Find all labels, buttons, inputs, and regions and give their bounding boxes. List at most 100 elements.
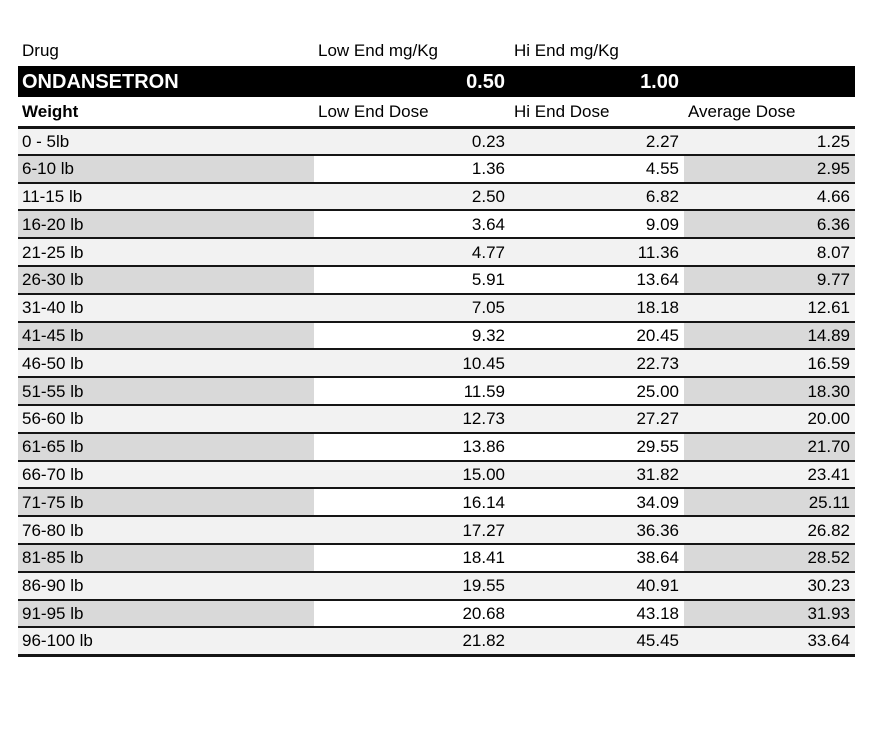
- avg-dose-cell: 25.11: [684, 488, 855, 518]
- weight-cell: 81-85 lb: [18, 543, 314, 573]
- low-dose-cell: 16.14: [314, 488, 510, 518]
- weight-cell: 51-55 lb: [18, 377, 314, 406]
- table-row: 21-25 lb 4.77 11.36 8.07: [18, 238, 855, 267]
- avg-dose-cell: 9.77: [684, 265, 855, 295]
- weight-cell: 6-10 lb: [18, 154, 314, 184]
- hi-dose-cell: 2.27: [510, 127, 684, 156]
- weight-cell: 66-70 lb: [18, 460, 314, 490]
- header-spacer-cell: [684, 34, 855, 66]
- avg-dose-cell: 33.64: [684, 627, 855, 657]
- weight-cell: 91-95 lb: [18, 599, 314, 629]
- table-row: 66-70 lb 15.00 31.82 23.41: [18, 460, 855, 490]
- low-dose-cell: 19.55: [314, 571, 510, 601]
- hi-dose-cell: 25.00: [510, 377, 684, 406]
- avg-dose-cell: 4.66: [684, 182, 855, 212]
- table-row: 11-15 lb 2.50 6.82 4.66: [18, 182, 855, 212]
- weight-cell: 86-90 lb: [18, 571, 314, 601]
- table-row: 16-20 lb 3.64 9.09 6.36: [18, 210, 855, 240]
- dose-table: Drug Low End mg/Kg Hi End mg/Kg ONDANSET…: [18, 34, 855, 657]
- table-row: 61-65 lb 13.86 29.55 21.70: [18, 432, 855, 462]
- table-row: 71-75 lb 16.14 34.09 25.11: [18, 488, 855, 518]
- low-dose-cell: 1.36: [314, 154, 510, 184]
- avg-dose-cell: 16.59: [684, 349, 855, 379]
- hi-end-dose-header: Hi End Dose: [510, 97, 684, 129]
- table-row: 41-45 lb 9.32 20.45 14.89: [18, 321, 855, 351]
- drug-header-row: Drug Low End mg/Kg Hi End mg/Kg: [18, 34, 855, 66]
- hi-dose-cell: 45.45: [510, 627, 684, 657]
- hi-end-mgkg-label: Hi End mg/Kg: [510, 34, 684, 66]
- avg-dose-cell: 26.82: [684, 516, 855, 545]
- hi-dose-cell: 4.55: [510, 154, 684, 184]
- weight-cell: 71-75 lb: [18, 488, 314, 518]
- hi-dose-cell: 13.64: [510, 265, 684, 295]
- hi-dose-cell: 18.18: [510, 293, 684, 323]
- hi-dose-cell: 22.73: [510, 349, 684, 379]
- average-dose-header: Average Dose: [684, 97, 855, 129]
- low-dose-cell: 5.91: [314, 265, 510, 295]
- weight-cell: 31-40 lb: [18, 293, 314, 323]
- avg-dose-cell: 28.52: [684, 543, 855, 573]
- hi-dose-cell: 29.55: [510, 432, 684, 462]
- drug-hi-mgkg-value: 1.00: [510, 66, 684, 97]
- hi-dose-cell: 27.27: [510, 404, 684, 434]
- weight-cell: 21-25 lb: [18, 238, 314, 267]
- hi-dose-cell: 20.45: [510, 321, 684, 351]
- hi-dose-cell: 9.09: [510, 210, 684, 240]
- weight-column-header: Weight: [18, 97, 314, 129]
- low-dose-cell: 21.82: [314, 627, 510, 657]
- low-dose-cell: 15.00: [314, 460, 510, 490]
- low-dose-cell: 13.86: [314, 432, 510, 462]
- table-row: 91-95 lb 20.68 43.18 31.93: [18, 599, 855, 629]
- avg-dose-cell: 21.70: [684, 432, 855, 462]
- low-dose-cell: 18.41: [314, 543, 510, 573]
- weight-cell: 56-60 lb: [18, 404, 314, 434]
- drug-band-row: ONDANSETRON 0.50 1.00: [18, 66, 855, 97]
- table-row: 31-40 lb 7.05 18.18 12.61: [18, 293, 855, 323]
- low-dose-cell: 12.73: [314, 404, 510, 434]
- table-row: 46-50 lb 10.45 22.73 16.59: [18, 349, 855, 379]
- avg-dose-cell: 18.30: [684, 377, 855, 406]
- hi-dose-cell: 43.18: [510, 599, 684, 629]
- avg-dose-cell: 8.07: [684, 238, 855, 267]
- weight-cell: 96-100 lb: [18, 627, 314, 657]
- low-dose-cell: 4.77: [314, 238, 510, 267]
- hi-dose-cell: 31.82: [510, 460, 684, 490]
- weight-cell: 16-20 lb: [18, 210, 314, 240]
- hi-dose-cell: 11.36: [510, 238, 684, 267]
- low-dose-cell: 0.23: [314, 127, 510, 156]
- avg-dose-cell: 31.93: [684, 599, 855, 629]
- weight-cell: 0 - 5lb: [18, 127, 314, 156]
- drug-low-mgkg-value: 0.50: [314, 66, 510, 97]
- avg-dose-cell: 12.61: [684, 293, 855, 323]
- low-dose-cell: 10.45: [314, 349, 510, 379]
- weight-cell: 46-50 lb: [18, 349, 314, 379]
- low-dose-cell: 7.05: [314, 293, 510, 323]
- weight-cell: 61-65 lb: [18, 432, 314, 462]
- weight-cell: 26-30 lb: [18, 265, 314, 295]
- weight-cell: 76-80 lb: [18, 516, 314, 545]
- hi-dose-cell: 38.64: [510, 543, 684, 573]
- hi-dose-cell: 36.36: [510, 516, 684, 545]
- table-row: 96-100 lb 21.82 45.45 33.64: [18, 627, 855, 657]
- drug-band-spacer-cell: [684, 66, 855, 97]
- weight-cell: 11-15 lb: [18, 182, 314, 212]
- hi-dose-cell: 6.82: [510, 182, 684, 212]
- low-dose-cell: 17.27: [314, 516, 510, 545]
- low-end-dose-header: Low End Dose: [314, 97, 510, 129]
- table-row: 86-90 lb 19.55 40.91 30.23: [18, 571, 855, 601]
- low-dose-cell: 11.59: [314, 377, 510, 406]
- table-row: 76-80 lb 17.27 36.36 26.82: [18, 516, 855, 545]
- avg-dose-cell: 2.95: [684, 154, 855, 184]
- avg-dose-cell: 1.25: [684, 127, 855, 156]
- hi-dose-cell: 40.91: [510, 571, 684, 601]
- avg-dose-cell: 14.89: [684, 321, 855, 351]
- low-dose-cell: 2.50: [314, 182, 510, 212]
- table-row: 56-60 lb 12.73 27.27 20.00: [18, 404, 855, 434]
- table-row: 0 - 5lb 0.23 2.27 1.25: [18, 127, 855, 156]
- avg-dose-cell: 20.00: [684, 404, 855, 434]
- low-end-mgkg-label: Low End mg/Kg: [314, 34, 510, 66]
- avg-dose-cell: 30.23: [684, 571, 855, 601]
- drug-column-label: Drug: [18, 34, 314, 66]
- table-row: 6-10 lb 1.36 4.55 2.95: [18, 154, 855, 184]
